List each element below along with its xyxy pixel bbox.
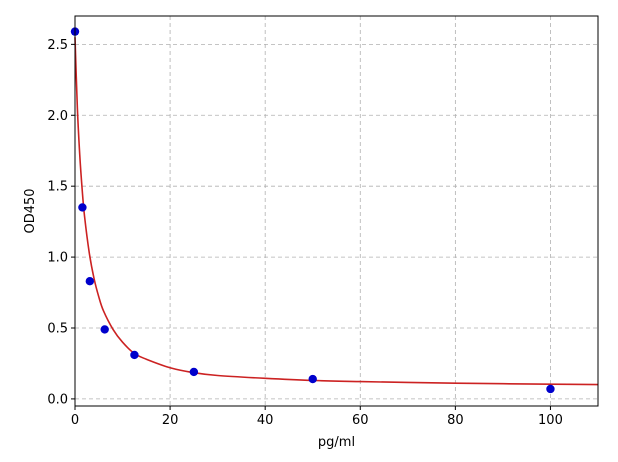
y-tick-label: 1.5: [47, 180, 68, 195]
data-point: [130, 350, 139, 360]
x-tick-label: 40: [257, 413, 274, 428]
y-tick-label: 2.5: [47, 38, 68, 53]
y-axis-ticks: 0.0 0.5 1.0 1.5 2.0 2.5: [47, 38, 75, 407]
y-tick-label: 0.5: [47, 322, 68, 337]
data-point: [85, 277, 95, 286]
x-axis-label: pg/ml: [318, 435, 355, 450]
y-tick-label: 2.0: [47, 109, 68, 124]
grid-lines: [74, 16, 598, 406]
y-tick-label: 1.0: [47, 251, 68, 266]
fit-curve: [74, 37, 599, 386]
data-point: [100, 325, 109, 334]
data-points-layer: [70, 27, 555, 394]
x-tick-label: 80: [447, 413, 464, 428]
x-tick-label: 0: [71, 413, 79, 428]
plot-frame: [74, 15, 599, 407]
fit-curve-layer: [74, 37, 599, 386]
x-tick-label: 20: [162, 413, 179, 428]
data-point: [78, 203, 87, 212]
x-tick-label: 60: [352, 413, 369, 428]
x-axis-ticks: 0 20 40 60 80 100: [71, 406, 563, 428]
data-point: [189, 367, 199, 377]
x-tick-label: 100: [538, 413, 563, 428]
y-axis-label: OD450: [23, 188, 38, 233]
data-point: [546, 384, 555, 394]
data-point: [308, 374, 317, 384]
y-tick-label: 0.0: [47, 392, 68, 407]
